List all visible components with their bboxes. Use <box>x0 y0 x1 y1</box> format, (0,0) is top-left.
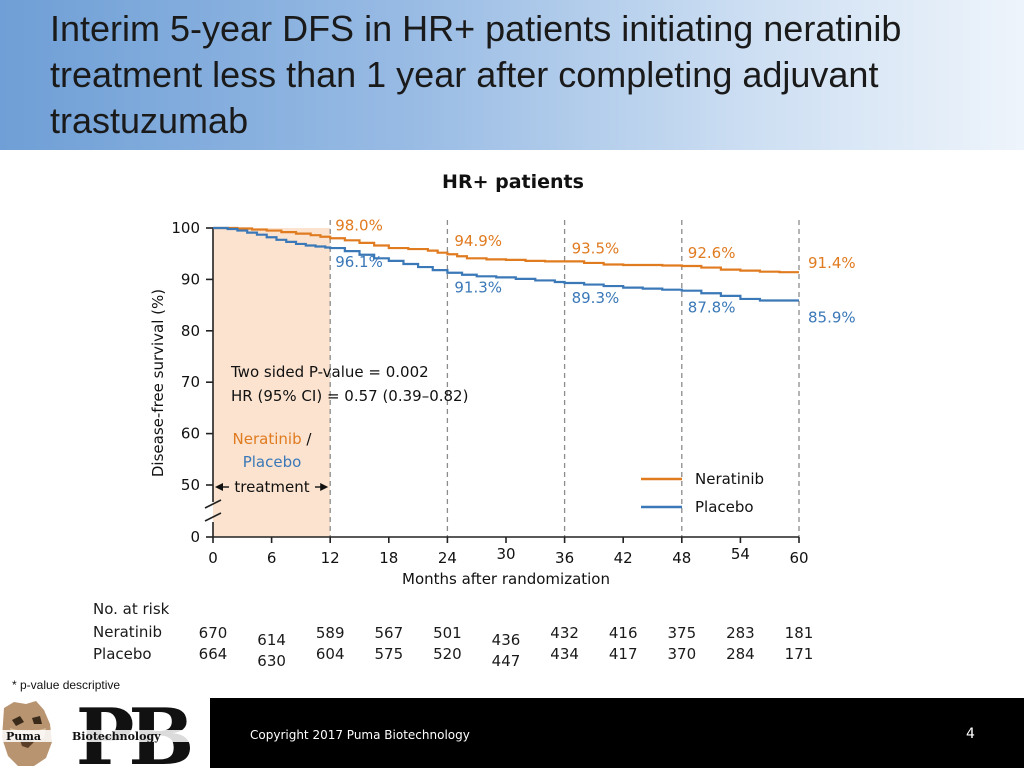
logo-word-biotechnology: Biotechnology <box>72 730 161 743</box>
risk-row-label-neratinib: Neratinib <box>93 623 163 641</box>
x-tick-label-42: 42 <box>614 549 633 567</box>
risk-table-title: No. at risk <box>93 600 170 618</box>
y-tick-label-80: 80 <box>181 322 200 340</box>
risk-row-label-placebo: Placebo <box>93 645 152 663</box>
chart-title: HR+ patients <box>442 171 584 193</box>
x-tick-label-36: 36 <box>555 549 574 567</box>
y-tick-label-60: 60 <box>181 425 200 443</box>
axis-break-mark <box>204 499 222 509</box>
km-chart: 0 50 60 70 80 90 100 0 6 12 18 24 30 36 42 48 54 60 98.0%… <box>149 171 856 588</box>
x-tick-label-18: 18 <box>379 549 398 567</box>
annotation-pvalue: Two sided P-value = 0.002 <box>230 363 429 381</box>
y-axis-label: Disease-free survival (%) <box>149 289 167 477</box>
risk-cell-neratinib: 436 <box>491 631 521 649</box>
x-tick-label-0: 0 <box>208 549 218 567</box>
risk-cell-neratinib: 416 <box>608 624 638 642</box>
x-tick-label-60: 60 <box>789 549 808 567</box>
x-axis-label: Months after randomization <box>402 570 610 588</box>
risk-cell-placebo: 520 <box>433 645 462 663</box>
risk-cell-placebo: 630 <box>257 652 286 670</box>
legend-label-placebo: Placebo <box>695 498 754 516</box>
risk-cell-placebo: 575 <box>374 645 404 663</box>
x-tick-label-54: 54 <box>731 545 750 563</box>
data-label-neratinib-48: 92.6% <box>688 244 736 262</box>
data-label-placebo-48: 87.8% <box>688 299 736 317</box>
risk-table: No. at risk Neratinib Placebo 670 614 589 5… <box>0 598 1024 670</box>
risk-cell-placebo: 171 <box>784 645 814 663</box>
risk-cell-neratinib: 432 <box>550 624 579 642</box>
risk-cell-neratinib: 670 <box>198 624 228 642</box>
treatment-label-slash: / <box>302 430 313 448</box>
legend: Neratinib Placebo <box>641 470 764 516</box>
risk-cell-neratinib: 283 <box>726 624 755 642</box>
arrow-head-left <box>215 483 223 491</box>
risk-cell-neratinib: 567 <box>374 624 404 642</box>
data-label-placebo-60: 85.9% <box>808 308 856 326</box>
y-tick-label-90: 90 <box>181 270 200 288</box>
x-tick-label-12: 12 <box>321 549 340 567</box>
risk-cell-placebo: 284 <box>726 645 755 663</box>
y-tick-label-0: 0 <box>190 528 200 546</box>
y-tick-label-100: 100 <box>171 219 200 237</box>
risk-cell-placebo: 370 <box>667 645 697 663</box>
data-label-placebo-24: 91.3% <box>454 279 502 297</box>
treatment-label-line1: Neratinib / <box>233 430 313 448</box>
risk-cell-neratinib: 589 <box>315 624 345 642</box>
data-label-neratinib-60: 91.4% <box>808 254 856 272</box>
footnote: * p-value descriptive <box>12 678 121 692</box>
data-label-neratinib-36: 93.5% <box>572 239 620 257</box>
risk-cell-neratinib: 614 <box>257 631 286 649</box>
risk-cell-neratinib: 181 <box>784 624 814 642</box>
treatment-label-neratinib: Neratinib <box>233 430 302 448</box>
axis-break-mark <box>204 512 222 522</box>
treatment-label-placebo: Placebo <box>243 453 302 471</box>
data-label-neratinib-12: 98.0% <box>335 216 383 234</box>
x-tick-label-30: 30 <box>496 545 515 563</box>
data-label-placebo-12: 96.1% <box>335 253 383 271</box>
footer-bar: PB Puma Biotechnology Copyright 2017 Pum… <box>0 698 1024 768</box>
slide-title: Interim 5-year DFS in HR+ patients initi… <box>50 8 902 141</box>
logo-word-puma: Puma <box>6 730 41 743</box>
risk-cell-neratinib: 375 <box>667 624 697 642</box>
treatment-period-band <box>213 228 331 537</box>
copyright-text: Copyright 2017 Puma Biotechnology <box>250 728 470 742</box>
y-tick-label-70: 70 <box>181 373 200 391</box>
risk-cell-neratinib: 501 <box>433 624 462 642</box>
series-line-placebo <box>213 226 799 302</box>
data-label-placebo-36: 89.3% <box>572 289 620 307</box>
treatment-label-treatment: treatment <box>234 478 309 496</box>
x-tick-label-24: 24 <box>438 549 457 567</box>
series-line-neratinib <box>213 226 799 274</box>
data-label-neratinib-24: 94.9% <box>454 232 502 250</box>
legend-label-neratinib: Neratinib <box>695 470 764 488</box>
risk-cell-placebo: 664 <box>198 645 228 663</box>
title-banner: Interim 5-year DFS in HR+ patients initi… <box>0 0 1024 150</box>
treatment-arrow <box>215 483 329 491</box>
arrow-head-right <box>320 483 329 491</box>
risk-cell-placebo: 434 <box>550 645 579 663</box>
risk-cell-placebo: 604 <box>315 645 345 663</box>
annotation-hr: HR (95% CI) = 0.57 (0.39–0.82) <box>231 387 468 405</box>
puma-biotechnology-logo: PB Puma Biotechnology <box>0 698 210 768</box>
x-tick-label-6: 6 <box>267 549 277 567</box>
y-tick-label-50: 50 <box>181 476 200 494</box>
page-number: 4 <box>966 726 975 742</box>
risk-cell-placebo: 417 <box>608 645 638 663</box>
risk-cell-placebo: 447 <box>491 652 521 670</box>
x-tick-label-48: 48 <box>672 549 691 567</box>
